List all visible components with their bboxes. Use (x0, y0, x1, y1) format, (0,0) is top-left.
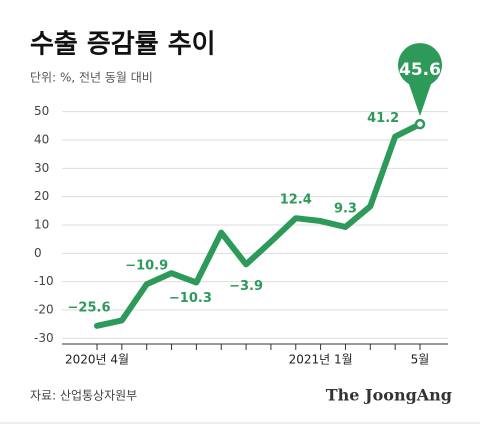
value-label: −3.9 (229, 279, 263, 294)
x-tick-label: 2021년 1월 (289, 353, 353, 367)
value-label: −10.3 (169, 291, 212, 306)
y-tick-label: 20 (34, 189, 49, 203)
y-tick-label: -10 (34, 274, 54, 288)
y-tick-label: -30 (34, 331, 54, 345)
end-point (414, 118, 426, 130)
value-label: 9.3 (334, 201, 357, 216)
y-tick-label: 30 (34, 161, 49, 175)
y-tick-label: -20 (34, 303, 54, 317)
x-tick-label: 2020년 4월 (65, 353, 129, 367)
chart-title: 수출 증감률 추이 (30, 30, 216, 60)
value-label: 45.6 (399, 60, 441, 80)
y-tick-label: 40 (34, 133, 49, 147)
value-label: −25.6 (68, 300, 111, 315)
value-label: 41.2 (367, 111, 399, 126)
y-tick-label: 0 (34, 246, 42, 260)
line (94, 121, 423, 329)
value-label: −10.9 (125, 259, 168, 274)
y-tick-label: 10 (34, 218, 49, 232)
source: 자료: 산업통상자원부 (30, 389, 137, 403)
y-tick-label: 50 (34, 104, 49, 118)
pin (398, 43, 443, 117)
x-tick-label: 5월 (411, 353, 430, 367)
brand: The JoongAng (326, 386, 452, 405)
subtitle: 단위: %, 전년 동월 대비 (30, 71, 153, 85)
value-label: 12.4 (280, 193, 312, 208)
